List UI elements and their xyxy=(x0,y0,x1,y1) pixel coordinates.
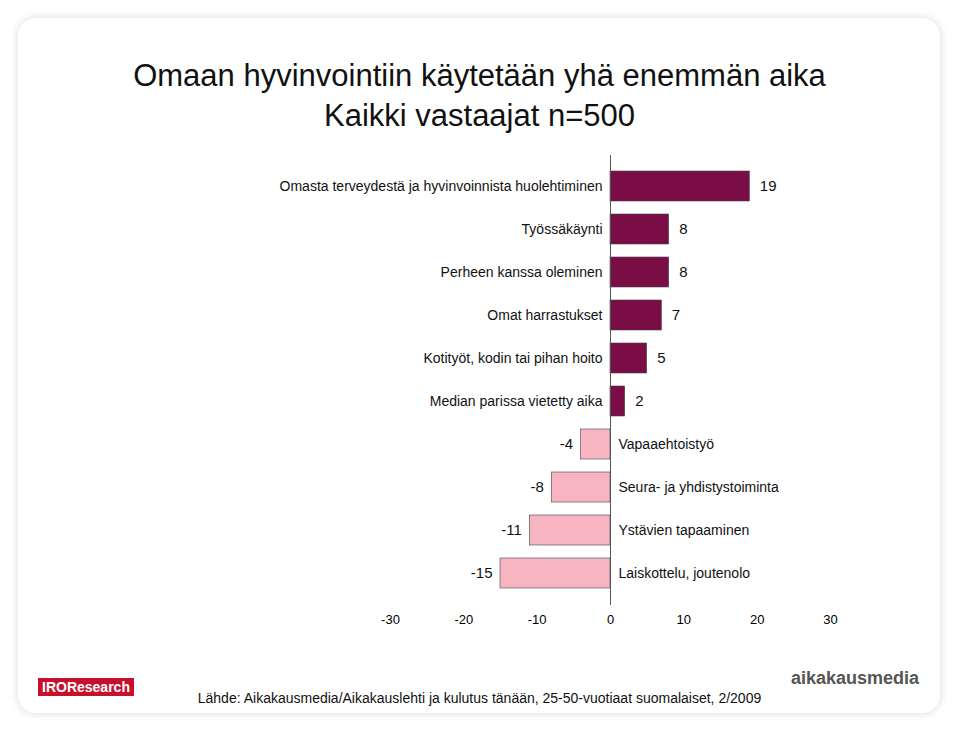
svg-text:-11: -11 xyxy=(501,521,522,538)
svg-text:Perheen kanssa oleminen: Perheen kanssa oleminen xyxy=(441,264,603,280)
svg-text:Seura- ja yhdistystoiminta: Seura- ja yhdistystoiminta xyxy=(619,479,780,495)
svg-text:-8: -8 xyxy=(530,478,543,495)
svg-text:8: 8 xyxy=(679,263,687,280)
svg-text:Omat harrastukset: Omat harrastukset xyxy=(487,307,602,323)
svg-text:30: 30 xyxy=(823,612,837,627)
html-text:Omaan hyvinvointiin käytetään: Omaan hyvinvointiin käytetään yhä enemmä… xyxy=(133,58,826,93)
svg-text:-4: -4 xyxy=(560,435,573,452)
svg-text:20: 20 xyxy=(750,612,764,627)
html-text:IROResearch: IROResearch xyxy=(42,679,130,695)
svg-text:7: 7 xyxy=(672,306,680,323)
svg-text:Ystävien tapaaminen: Ystävien tapaaminen xyxy=(619,522,750,538)
svg-text:-30: -30 xyxy=(381,612,400,627)
svg-text:5: 5 xyxy=(657,349,665,366)
svg-text:19: 19 xyxy=(760,177,777,194)
svg-text:Median parissa vietetty aika: Median parissa vietetty aika xyxy=(430,393,603,409)
svg-text:Työssäkäynti: Työssäkäynti xyxy=(522,221,603,237)
svg-text:-20: -20 xyxy=(454,612,473,627)
svg-text:8: 8 xyxy=(679,220,687,237)
html-text:Lähde: Aikakausmedia/Aikakausl: Lähde: Aikakausmedia/Aikakauslehti ja ku… xyxy=(197,690,762,706)
svg-text:-10: -10 xyxy=(528,612,547,627)
html-text:Kaikki vastaajat n=500: Kaikki vastaajat n=500 xyxy=(324,98,635,133)
svg-text:-15: -15 xyxy=(471,564,493,581)
svg-text:Omasta terveydestä ja hyvinvoi: Omasta terveydestä ja hyvinvoinnista huo… xyxy=(280,178,603,194)
svg-text:Kotityöt, kodin tai pihan hoit: Kotityöt, kodin tai pihan hoito xyxy=(423,350,602,366)
svg-text:0: 0 xyxy=(607,612,614,627)
svg-text:Laiskottelu, joutenolo: Laiskottelu, joutenolo xyxy=(619,565,751,581)
html-text:aikakausmedia: aikakausmedia xyxy=(790,668,919,688)
svg-text:Vapaaehtoistyö: Vapaaehtoistyö xyxy=(619,436,715,452)
svg-text:2: 2 xyxy=(635,392,643,409)
svg-text:10: 10 xyxy=(677,612,691,627)
